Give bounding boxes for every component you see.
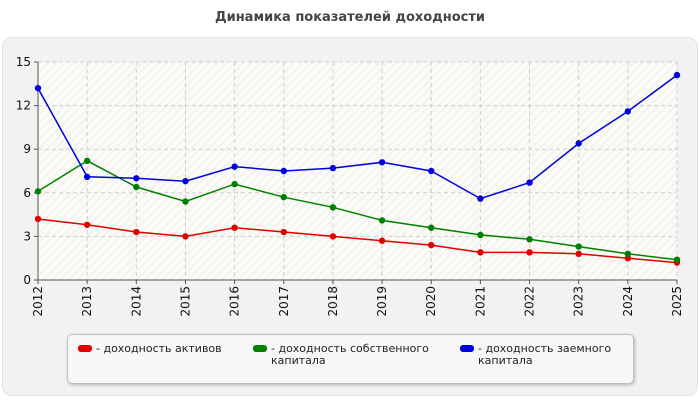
legend-swatch-equity [253, 345, 267, 352]
series-0-point [329, 233, 337, 240]
x-tick-label: 2024 [621, 286, 635, 317]
legend-label-equity: - доходность собственного капитала [271, 342, 429, 367]
series-2-point [83, 173, 91, 181]
x-tick-label: 2017 [277, 286, 291, 317]
y-tick-label: 12 [16, 99, 31, 113]
series-1-point [624, 250, 632, 258]
series-line-1 [37, 159, 678, 261]
axes [34, 61, 678, 284]
legend-item-equity: - доходность собственного капитала [253, 343, 443, 367]
series-0-point [83, 221, 91, 228]
series-line-0 [37, 218, 678, 264]
series-0-point [378, 237, 386, 244]
series-2-point [280, 167, 287, 175]
series-0-point [526, 249, 533, 256]
series-2-point [378, 159, 386, 166]
x-tick-label: 2019 [375, 286, 389, 317]
x-tick-label: 2025 [670, 286, 684, 317]
x-tick-label: 2014 [129, 286, 143, 317]
legend-item-debt: - доходность заемного капитала [460, 343, 630, 367]
series-1-point [378, 217, 386, 224]
series-0-point [428, 241, 435, 249]
series-1-point [673, 256, 681, 263]
x-tick-label: 2015 [178, 286, 192, 317]
legend-swatch-assets [78, 345, 92, 352]
y-tick-label: 6 [23, 186, 31, 200]
legend-label-assets: - доходность активов [96, 342, 222, 355]
series-1-point [428, 224, 435, 231]
series-2-point [428, 167, 435, 175]
y-tick-label: 15 [16, 55, 31, 69]
series-2-point [329, 164, 337, 172]
series-1-point [526, 236, 533, 243]
series-1-point [34, 188, 42, 195]
series-0-point [133, 228, 140, 236]
tick-labels: 0 3 6 9 12 15 2012 2013 2014 2015 2016 2017 2018 2019… [16, 55, 684, 317]
plot-area [38, 62, 677, 280]
series-1-point [477, 231, 484, 239]
x-tick-label: 2021 [473, 286, 487, 317]
series-group [34, 71, 681, 266]
legend-item-assets: - доходность активов [78, 343, 248, 355]
series-0-point [34, 215, 42, 223]
legend-swatch-debt [460, 345, 474, 352]
series-0-point [182, 233, 189, 240]
x-tick-label: 2016 [228, 286, 242, 317]
series-1-point [231, 180, 238, 188]
series-1-point [280, 193, 287, 201]
series-2-point [182, 177, 189, 185]
series-2-point [133, 175, 140, 182]
series-2-point [34, 84, 42, 92]
series-0-point [575, 250, 582, 258]
series-1-point [575, 243, 582, 250]
series-2-point [477, 195, 484, 202]
legend: - доходность активов - доходность собств… [67, 334, 634, 384]
x-tick-label: 2023 [572, 286, 586, 317]
series-1-point [182, 198, 189, 205]
series-1-point [329, 204, 337, 211]
x-tick-label: 2013 [80, 286, 94, 317]
series-0-point [231, 224, 238, 231]
series-2-point [624, 108, 632, 115]
y-tick-label: 0 [23, 273, 31, 287]
series-2-point [673, 71, 681, 79]
x-tick-label: 2020 [424, 286, 438, 317]
legend-label-debt: - доходность заемного капитала [478, 342, 612, 367]
y-tick-label: 3 [23, 229, 31, 243]
x-tick-label: 2022 [523, 286, 537, 317]
series-1-point [83, 157, 91, 165]
chart-title: Динамика показателей доходности [215, 10, 485, 25]
series-0-point [280, 228, 287, 236]
x-tick-label: 2018 [326, 286, 340, 317]
series-2-point [526, 179, 533, 186]
series-1-point [133, 183, 140, 191]
x-tick-label: 2012 [31, 286, 45, 317]
series-line-2 [37, 74, 678, 200]
series-2-point [231, 163, 238, 170]
series-0-point [477, 249, 484, 256]
y-tick-label: 9 [23, 142, 31, 156]
series-2-point [575, 140, 582, 147]
